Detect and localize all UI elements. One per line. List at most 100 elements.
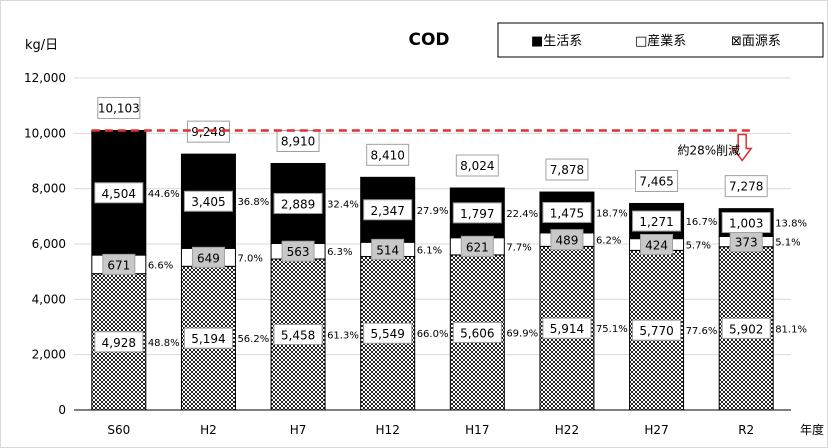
percent-label: 66.0%: [417, 329, 449, 340]
value-label: 4,928: [102, 336, 136, 350]
value-label: 563: [287, 245, 310, 259]
percent-label: 69.9%: [506, 328, 538, 339]
y-tick-label: 4,000: [32, 292, 66, 306]
percent-label: 6.2%: [596, 236, 621, 247]
y-tick-label: 2,000: [32, 348, 66, 362]
x-tick-label: H12: [376, 423, 400, 437]
value-label: 5,194: [191, 332, 225, 346]
percent-label: 7.0%: [237, 253, 262, 264]
value-label-box: [273, 192, 323, 214]
value-label-box: [371, 238, 405, 260]
value-label: 5,914: [550, 322, 584, 336]
x-tick-label: S60: [107, 423, 130, 437]
value-label-box: [542, 317, 592, 339]
value-label: 1,003: [729, 217, 763, 231]
total-label: 7,278: [729, 180, 763, 194]
legend-item: ⊠面源系: [731, 34, 781, 49]
percent-label: 5.7%: [686, 240, 711, 251]
total-label-box: [276, 129, 320, 152]
x-tick-label: H27: [644, 423, 668, 437]
value-label-box: [94, 182, 144, 204]
value-label: 3,405: [191, 195, 225, 209]
total-label-box: [724, 175, 768, 198]
percent-label: 44.6%: [148, 189, 180, 200]
value-label: 5,458: [281, 328, 315, 342]
legend-box: [497, 22, 824, 58]
value-label: 5,902: [729, 322, 763, 336]
legend-item: ■生活系: [531, 34, 582, 49]
percent-label: 18.7%: [596, 208, 628, 219]
total-label: 8,024: [460, 159, 494, 173]
percent-label: 27.9%: [417, 206, 449, 217]
value-label-box: [550, 229, 584, 251]
percent-label: 36.8%: [237, 197, 269, 208]
percent-label: 22.4%: [506, 209, 538, 220]
value-label-box: [102, 253, 136, 275]
value-label: 649: [197, 251, 220, 265]
value-label-box: [632, 319, 682, 341]
value-label: 373: [735, 236, 758, 250]
value-label: 2,347: [371, 204, 405, 218]
total-label-box: [455, 154, 499, 177]
x-tick-label: H7: [290, 423, 307, 437]
value-label-box: [94, 331, 144, 353]
value-label-box: [363, 322, 413, 344]
y-tick-label: 8,000: [32, 182, 66, 196]
y-tick-label: 0: [58, 403, 66, 417]
value-label-box: [273, 323, 323, 345]
value-label-box: [460, 235, 494, 257]
total-label: 8,410: [371, 148, 405, 162]
reduction-arrow-icon: [731, 133, 753, 162]
x-axis-label: 年度: [800, 422, 824, 437]
value-label: 1,475: [550, 206, 584, 220]
x-tick-label: H22: [555, 423, 579, 437]
value-label-box: [363, 199, 413, 221]
value-label-box: [191, 246, 225, 268]
total-label: 7,878: [550, 163, 584, 177]
percent-label: 56.2%: [237, 334, 269, 345]
percent-label: 6.6%: [148, 260, 173, 271]
y-tick-label: 6,000: [32, 237, 66, 251]
total-label-box: [635, 169, 679, 192]
percent-label: 16.7%: [686, 217, 718, 228]
value-label-box: [183, 190, 233, 212]
percent-label: 48.8%: [148, 338, 180, 349]
percent-label: 5.1%: [775, 238, 800, 249]
value-label-box: [281, 240, 315, 262]
y-tick-label: 12,000: [24, 71, 66, 85]
total-label: 7,465: [639, 174, 673, 188]
percent-label: 75.1%: [596, 324, 628, 335]
value-label: 4,504: [102, 187, 136, 201]
reduction-annotation: 約28%削減: [678, 142, 741, 157]
value-label: 671: [107, 258, 130, 272]
value-label: 514: [376, 243, 399, 257]
value-label-box: [721, 317, 771, 339]
percent-label: 77.6%: [686, 326, 718, 337]
total-label: 10,103: [98, 101, 140, 115]
value-label-box: [183, 327, 233, 349]
value-label-box: [542, 201, 592, 223]
total-label: 9,248: [191, 125, 225, 139]
percent-label: 61.3%: [327, 330, 359, 341]
total-label-box: [545, 158, 589, 181]
x-tick-label: H2: [200, 423, 217, 437]
total-label-box: [366, 143, 410, 166]
percent-label: 32.4%: [327, 199, 359, 210]
value-label: 2,889: [281, 197, 315, 211]
percent-label: 6.3%: [327, 247, 352, 258]
chart-title: COD: [408, 30, 449, 50]
x-tick-label: H17: [465, 423, 489, 437]
value-label-box: [632, 210, 682, 232]
value-label: 424: [645, 238, 668, 252]
total-label-box: [97, 96, 141, 119]
value-label-box: [721, 212, 771, 234]
percent-label: 13.8%: [775, 219, 807, 230]
value-label: 5,606: [460, 326, 494, 340]
y-axis-label: kg/日: [25, 38, 58, 53]
x-tick-label: R2: [738, 423, 754, 437]
percent-label: 81.1%: [775, 324, 807, 335]
value-label: 489: [555, 234, 578, 248]
value-label-box: [640, 233, 674, 255]
